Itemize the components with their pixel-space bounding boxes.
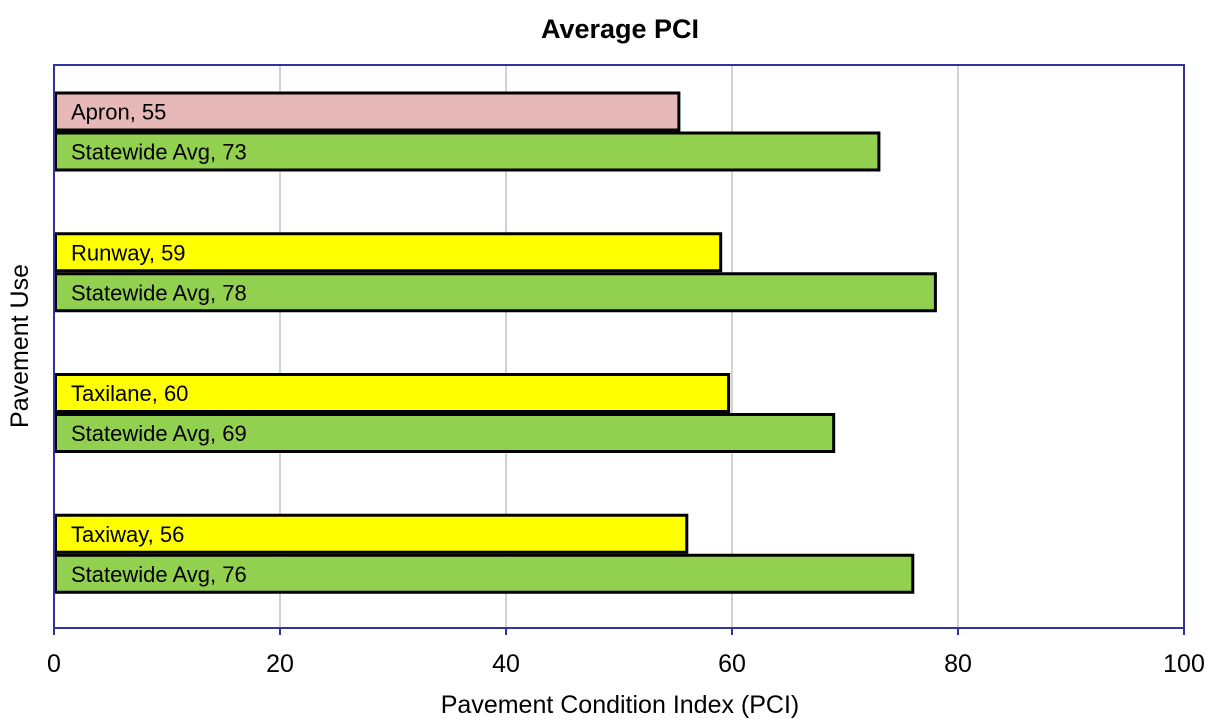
- x-tick-label: 100: [1163, 650, 1205, 678]
- bar: [54, 232, 723, 273]
- bar: [54, 373, 731, 413]
- bar: [54, 91, 681, 132]
- x-tick-label: 40: [492, 650, 520, 678]
- x-tick-label: 20: [266, 650, 294, 678]
- chart-title: Average PCI: [541, 14, 699, 44]
- bar-data-label: Statewide Avg, 78: [71, 280, 247, 305]
- bar-data-label: Taxilane, 60: [71, 381, 188, 406]
- x-tick-label: 60: [718, 650, 746, 678]
- x-tick-label: 0: [47, 650, 61, 678]
- bar: [54, 553, 915, 594]
- bar-data-label: Taxiway, 56: [71, 522, 184, 547]
- bar: [54, 272, 937, 313]
- bar: [54, 413, 836, 453]
- bars: Apron, 55 Statewide Avg, 73 Runway, 59 Stat…: [54, 91, 937, 594]
- bar: [54, 513, 689, 554]
- bar-data-label: Apron, 55: [71, 100, 166, 125]
- bar-data-label: Statewide Avg, 73: [71, 140, 247, 165]
- plot-frame: [53, 64, 1185, 629]
- bar-data-label: Statewide Avg, 69: [71, 421, 247, 446]
- x-tick-label: 80: [944, 650, 972, 678]
- bar-data-label: Runway, 59: [71, 240, 186, 265]
- x-axis-ticks: 0 20 40 60 80 100: [47, 628, 1205, 678]
- bar: [54, 131, 881, 172]
- x-axis-title: Pavement Condition Index (PCI): [441, 691, 800, 719]
- bar-data-label: Statewide Avg, 76: [71, 562, 247, 587]
- y-axis-title: Pavement Use: [6, 264, 34, 428]
